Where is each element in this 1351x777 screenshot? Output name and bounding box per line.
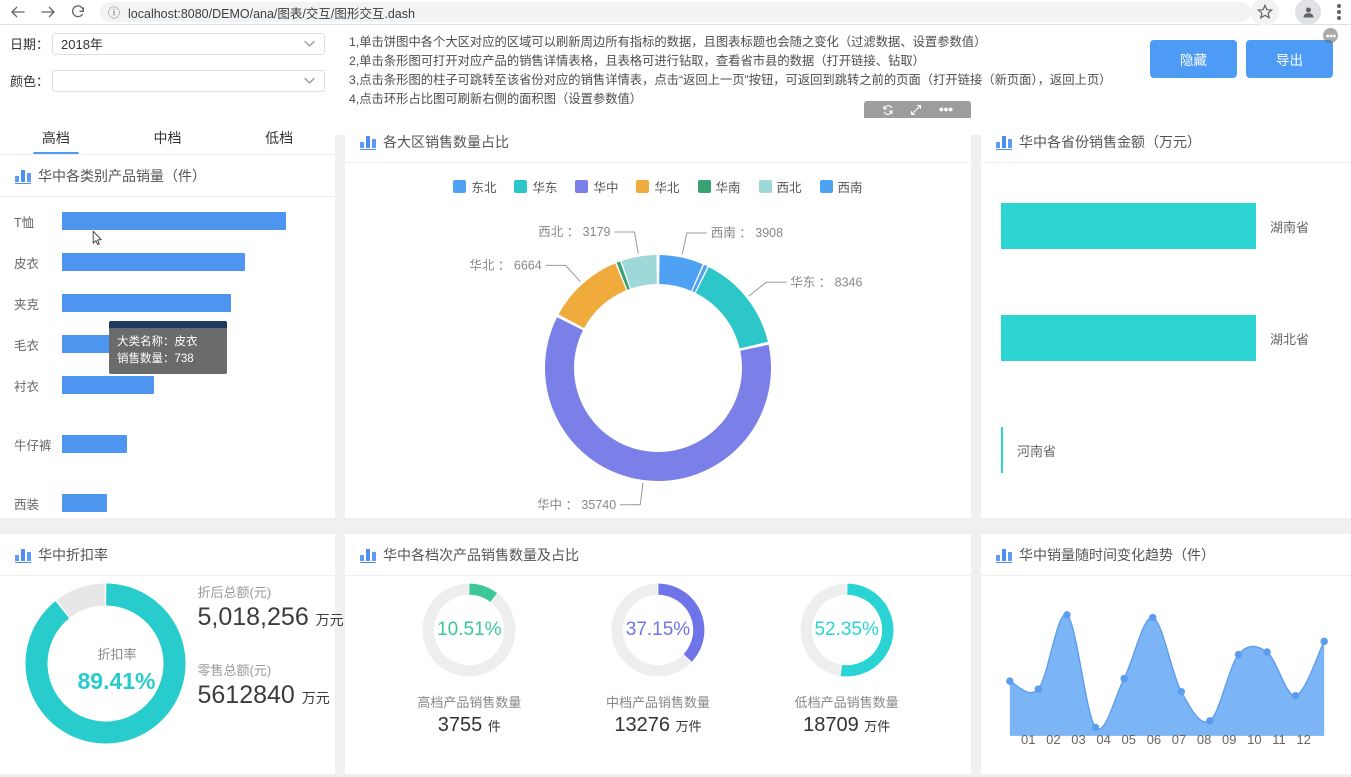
svg-text:华北 ： 6664: 华北 ： 6664 xyxy=(469,257,541,272)
svg-text:西北 ： 3179: 西北 ： 3179 xyxy=(538,225,610,239)
svg-text:华中 ： 35740: 华中 ： 35740 xyxy=(537,497,616,512)
svg-text:西南 ： 3908: 西南 ： 3908 xyxy=(711,225,783,240)
svg-text:华东 ： 8346: 华东 ： 8346 xyxy=(790,274,862,289)
